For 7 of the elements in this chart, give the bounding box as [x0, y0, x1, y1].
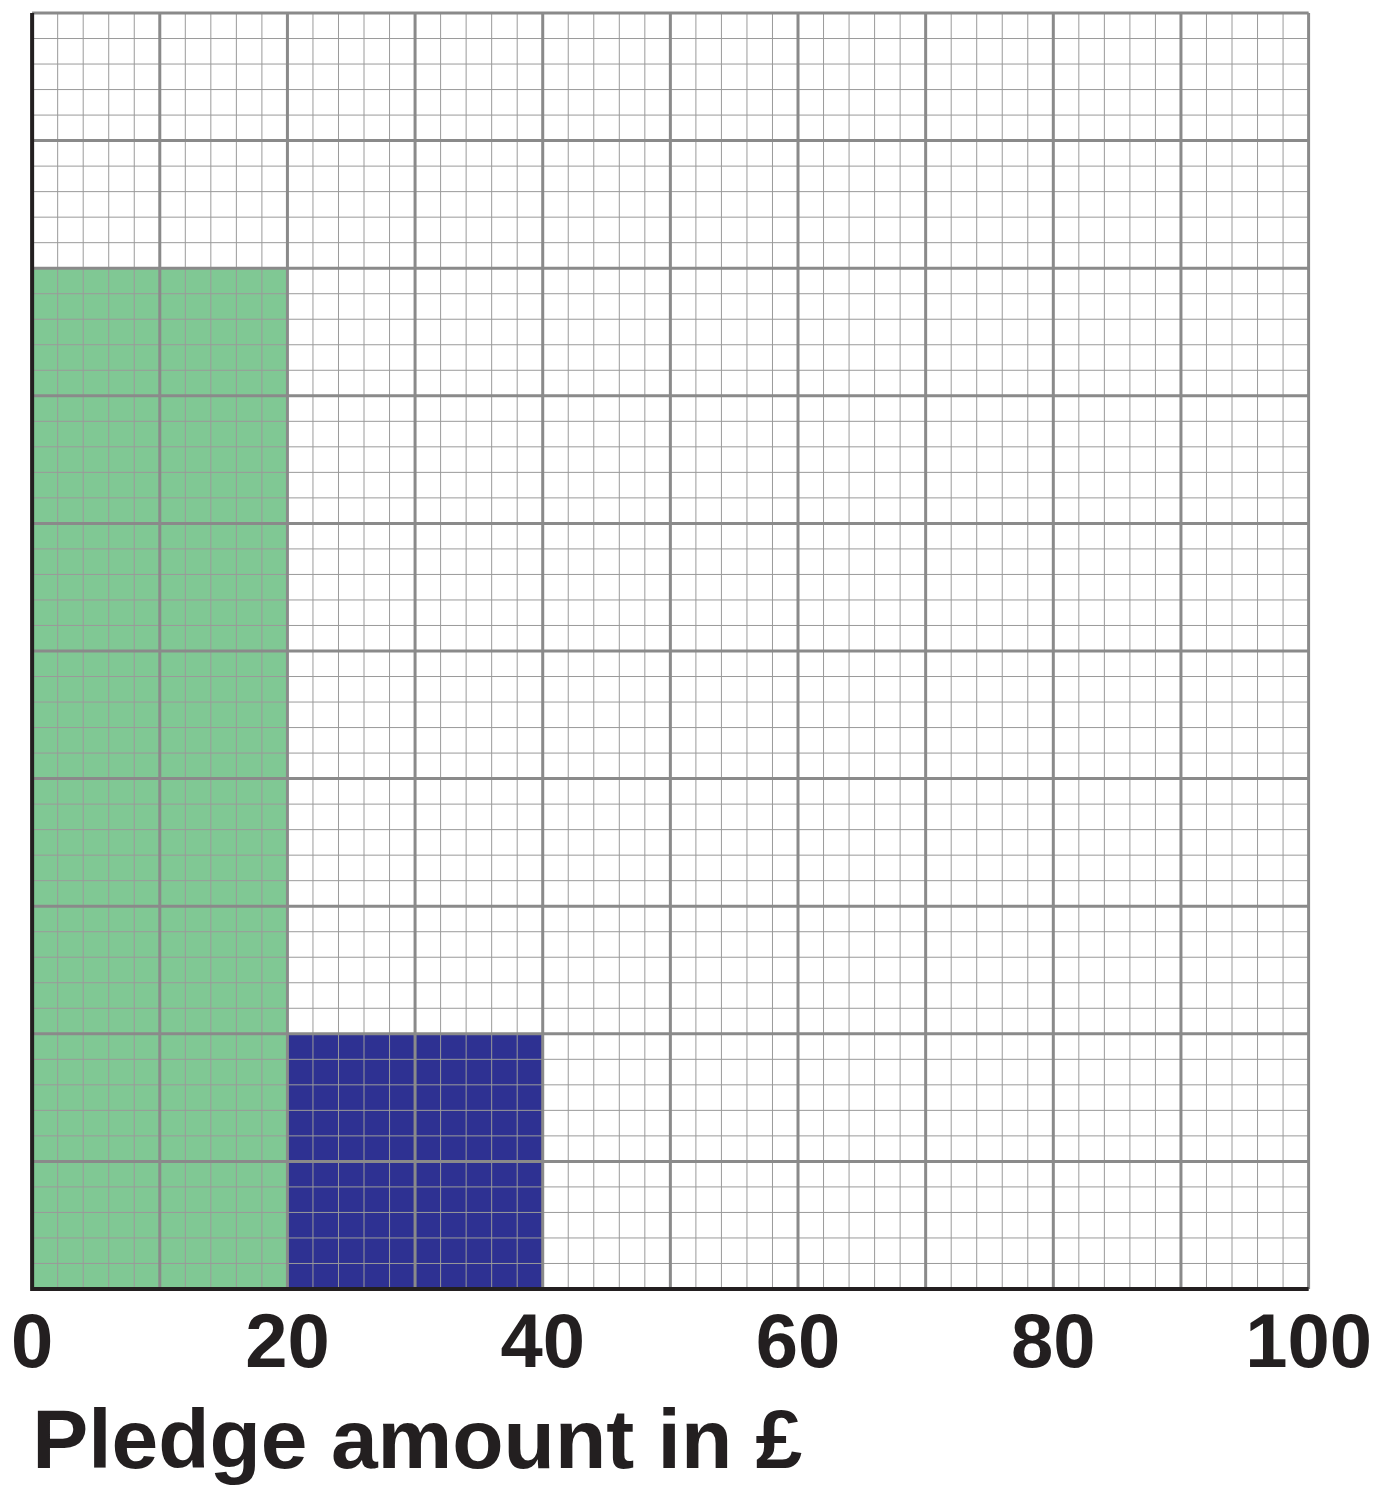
x-tick-label: 60	[755, 1297, 841, 1383]
x-tick-label: 100	[1245, 1297, 1372, 1383]
x-tick-label: 0	[10, 1297, 54, 1383]
x-tick-label: 20	[245, 1297, 330, 1383]
x-tick-label: 40	[500, 1297, 585, 1383]
x-axis-title: Pledge amount in £	[32, 1391, 803, 1486]
x-tick-label: 80	[1011, 1297, 1096, 1383]
